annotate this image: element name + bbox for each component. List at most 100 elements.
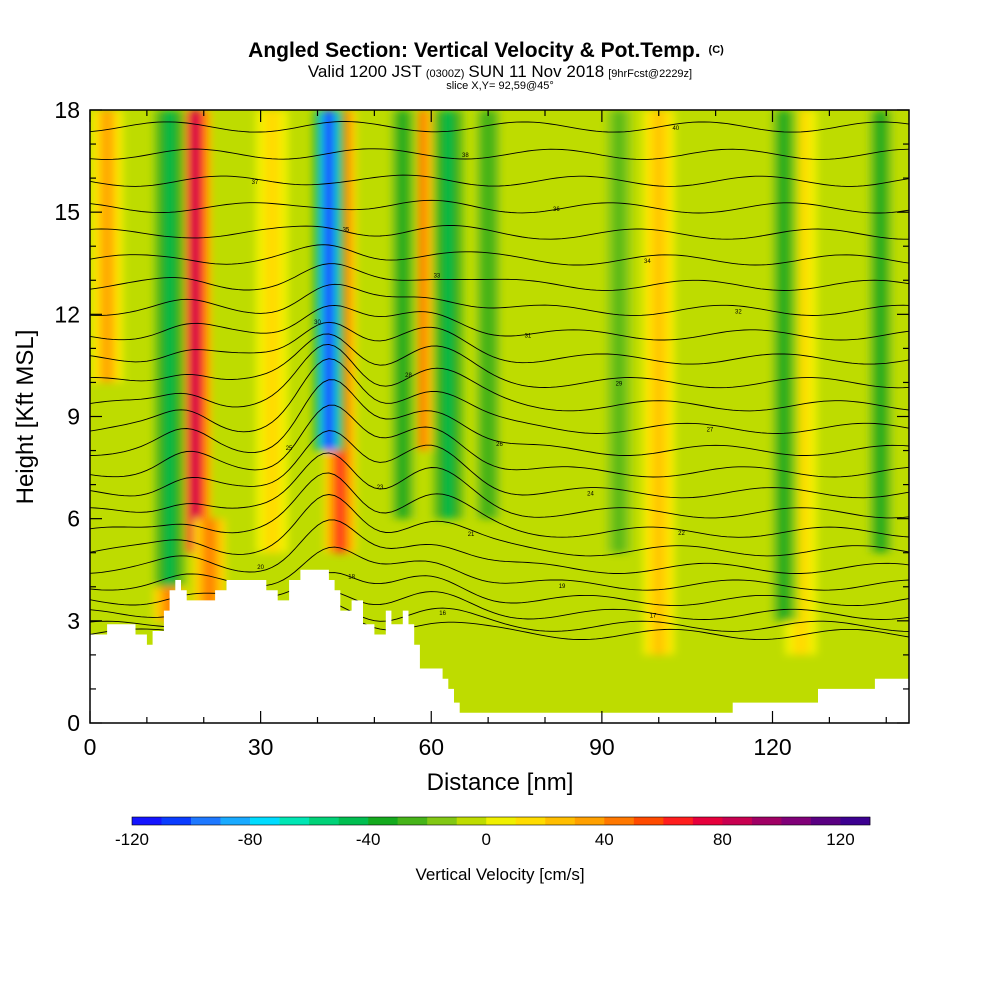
slice-label: slice X,Y= 92,59@45° (446, 80, 554, 92)
theta-contour-label-7: 22 (678, 531, 685, 537)
theta-contour-label-6: 21 (468, 532, 475, 538)
colorbar-swatch-17 (633, 817, 664, 825)
theta-contour-label-11: 26 (496, 442, 503, 448)
theta-contour-18 (90, 263, 909, 291)
chart-subtitle: Valid 1200 JST (0300Z) SUN 11 Nov 2018 [9hr… (308, 62, 692, 81)
theta-contour-label-14: 29 (616, 382, 623, 388)
colorbar-swatch-12 (486, 817, 517, 825)
colorbar-swatch-6 (309, 817, 339, 825)
x-tick-label-30: 30 (248, 734, 274, 760)
theta-contour-label-12: 27 (707, 427, 714, 433)
colorbar-swatch-2 (191, 817, 221, 825)
theta-contour-label-15: 30 (314, 320, 321, 326)
theta-contour-label-8: 23 (377, 485, 384, 491)
theta-contour-20 (90, 225, 909, 240)
colorbar-swatch-4 (250, 817, 280, 825)
colorbar-swatch-0 (132, 817, 162, 825)
colorbar-swatch-11 (456, 817, 487, 825)
x-tick-label-0: 0 (84, 734, 97, 760)
x-tick-label-60: 60 (418, 734, 444, 760)
y-tick-label-9: 9 (67, 404, 80, 430)
x-axis: 0 30 60 90 120 (84, 110, 887, 760)
ascent-band-7-level-3 (268, 110, 276, 553)
colorbar-tick-label--120: -120 (115, 830, 149, 849)
colorbar-swatch-14 (545, 817, 576, 825)
colorbar-swatch-3 (220, 817, 251, 825)
ascent-band-5-level-3 (655, 110, 663, 655)
theta-contour-8 (90, 452, 909, 519)
theta-contour-label-1: 16 (439, 611, 446, 617)
x-axis-label: Distance [nm] (427, 769, 574, 796)
y-tick-label-12: 12 (54, 301, 80, 327)
theta-contour-label-5: 20 (257, 565, 264, 571)
theta-contour-12 (90, 358, 909, 434)
colorbar-tick-label-80: 80 (713, 830, 732, 849)
descent-band-0-level-3 (325, 110, 333, 451)
colorbar: -120 -80 -40 0 40 80 120 (115, 816, 871, 849)
descent-band-3-level-3 (399, 110, 407, 519)
theta-contour-label-9: 24 (587, 492, 594, 498)
colorbar-tick-label--80: -80 (238, 830, 263, 849)
theta-contour-6 (90, 494, 909, 557)
theta-contour-19 (90, 244, 909, 266)
theta-contour-label-3: 18 (348, 574, 355, 580)
descent-band-6-level-3 (877, 110, 884, 553)
colorbar-swatch-18 (663, 817, 694, 825)
colorbar-swatch-9 (397, 817, 428, 825)
y-tick-label-6: 6 (67, 506, 80, 532)
theta-contour-23 (90, 148, 909, 160)
theta-contour-label-23: 38 (462, 153, 469, 159)
theta-contour-label-24: 40 (672, 126, 679, 132)
colorbar-swatch-22 (781, 817, 812, 825)
theta-contour-label-2: 17 (650, 613, 657, 619)
colorbar-swatch-7 (338, 817, 369, 825)
plot-area: 1516171819202122232425262728293031323334… (90, 110, 909, 723)
theta-contour-16 (90, 304, 909, 341)
y-tick-label-0: 0 (67, 710, 80, 736)
descent-band-5-level-3 (780, 110, 788, 621)
theta-contour-label-13: 28 (405, 373, 412, 379)
y-axis-label: Height [Kft MSL] (12, 330, 39, 505)
theta-contour-label-19: 34 (644, 259, 651, 265)
colorbar-swatch-13 (515, 817, 546, 825)
theta-contour-9 (90, 430, 909, 499)
colorbar-swatch-21 (751, 817, 782, 825)
colorbar-tick-label-0: 0 (482, 830, 491, 849)
theta-contour-21 (90, 199, 909, 214)
theta-contour-label-17: 32 (735, 309, 742, 315)
descent-band-1-level-3 (166, 110, 174, 587)
y-tick-label-15: 15 (54, 199, 80, 225)
theta-contour-10 (90, 404, 909, 478)
colorbar-swatch-23 (810, 817, 841, 825)
colorbar-tick-label--40: -40 (356, 830, 381, 849)
y-axis: 0 3 6 9 12 15 18 (54, 97, 909, 736)
descent-band-7-level-3 (615, 110, 623, 553)
theta-contour-label-18: 33 (434, 274, 441, 280)
theta-contour-11 (90, 379, 909, 456)
theta-contour-5 (90, 519, 909, 574)
x-tick-label-90: 90 (589, 734, 615, 760)
unit-tag: (C) (709, 44, 725, 56)
terrain (90, 569, 909, 723)
colorbar-swatch-5 (279, 817, 310, 825)
ascent-band-1-level-3 (206, 518, 213, 621)
theta-contour-15 (90, 321, 909, 365)
descent-band-4-level-3 (484, 110, 492, 519)
colorbar-tick-label-40: 40 (595, 830, 614, 849)
theta-contour-label-20: 35 (343, 227, 350, 233)
colorbar-tick-label-120: 120 (826, 830, 854, 849)
theta-contour-label-10: 25 (286, 446, 293, 452)
colorbar-swatch-24 (840, 817, 871, 825)
ascent-band-4-level-3 (103, 110, 111, 383)
descent-band-2-level-3 (444, 110, 452, 519)
colorbar-title: Vertical Velocity [cm/s] (415, 865, 584, 884)
chart-title: Angled Section: Vertical Velocity & Pot.… (248, 39, 724, 62)
colorbar-frame (131, 816, 871, 826)
y-tick-label-3: 3 (67, 608, 80, 634)
colorbar-swatch-15 (574, 817, 605, 825)
theta-contour-label-4: 19 (559, 584, 566, 590)
theta-contour-13 (90, 343, 909, 412)
colorbar-swatch-1 (161, 817, 192, 825)
ascent-band-6-level-3 (797, 110, 805, 655)
theta-contour-24 (90, 121, 909, 133)
